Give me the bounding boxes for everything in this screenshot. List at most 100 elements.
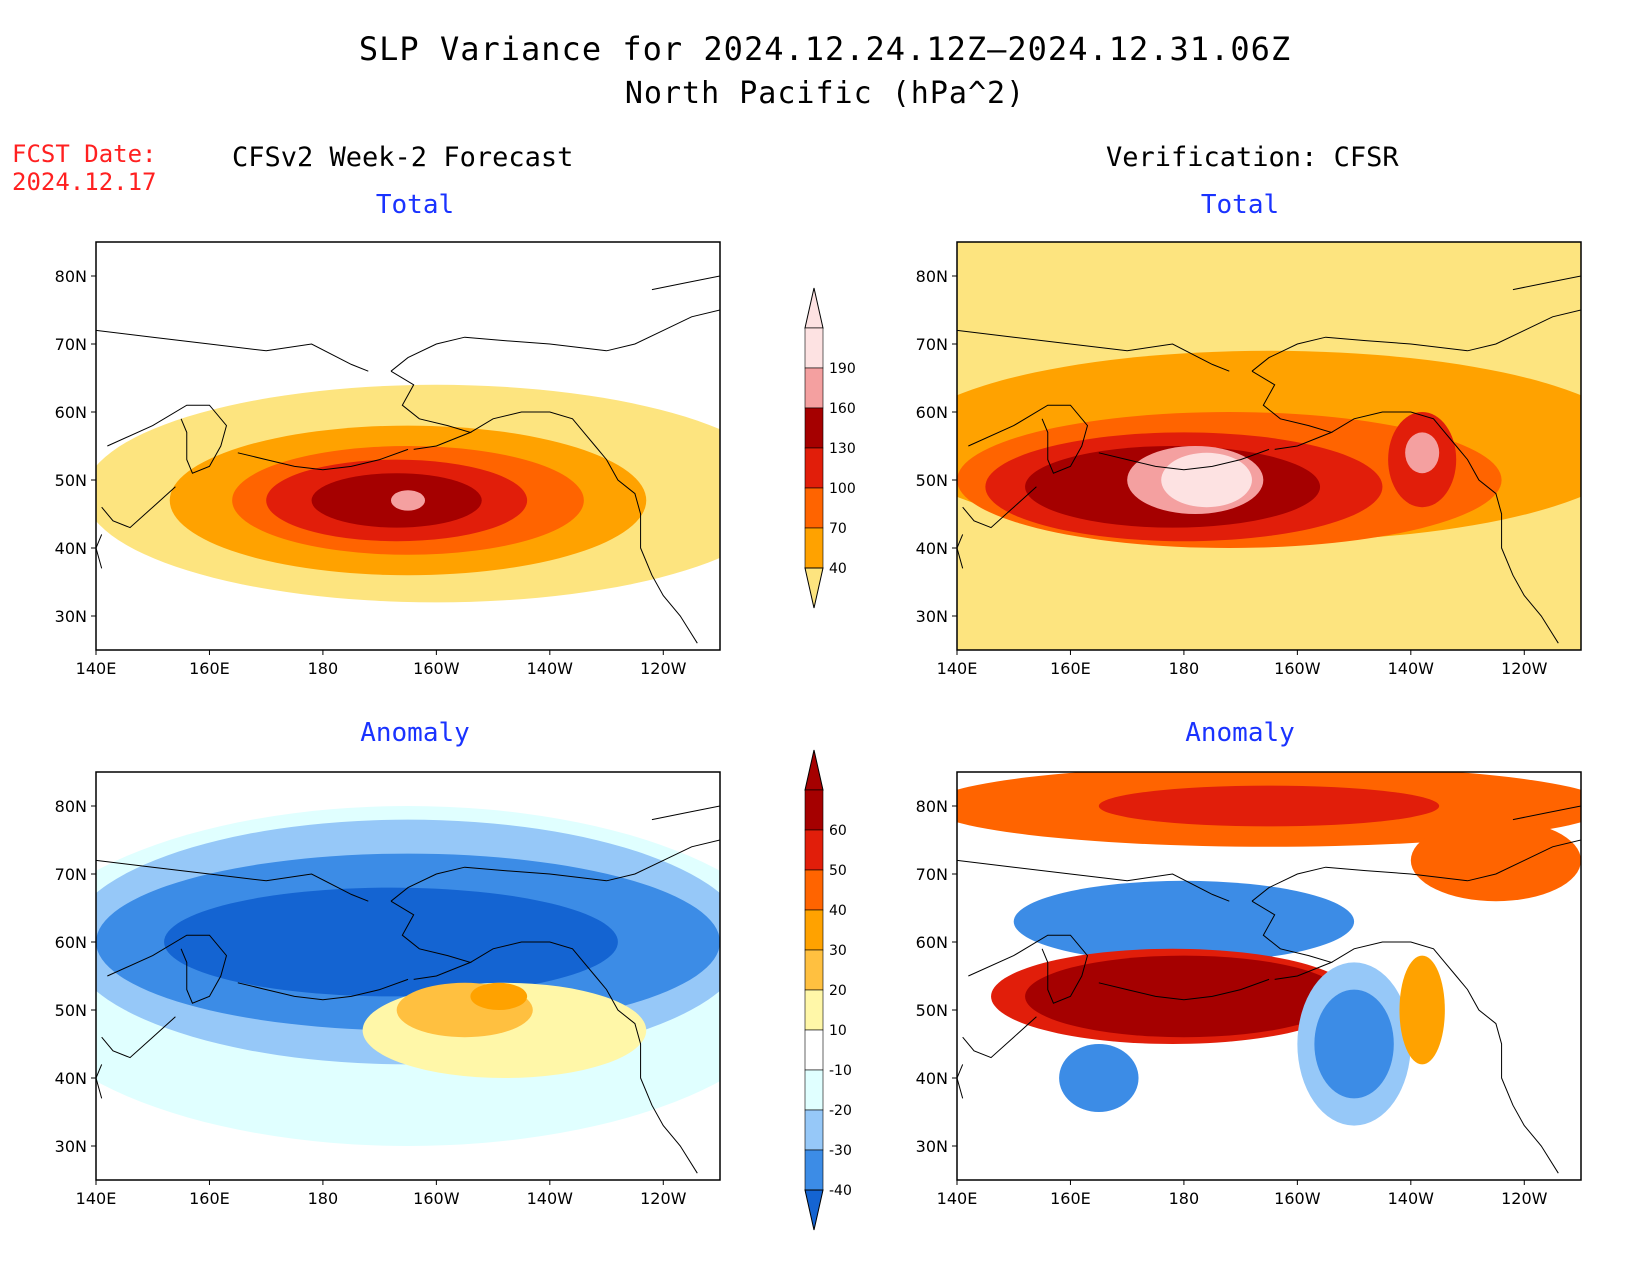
coastline [470,941,698,1174]
contour-blob [1013,880,1355,963]
contour-blob [1405,432,1440,474]
colorbar-segment [804,367,824,409]
coastline [390,866,607,902]
coastline [1098,448,1270,471]
lon-tick-label: 180 [308,659,339,678]
colorbar-segment [804,1109,824,1151]
contour-blob [470,982,528,1011]
map-frame [956,771,1582,1181]
fcst-date-value: 2024.12.17 [12,168,157,196]
lat-tick-label: 80N [916,797,948,816]
main-subtitle: North Pacific (hPa^2) [624,76,1026,111]
lon-tick-label: 140W [527,659,574,678]
verification-column-header: Verification: CFSR [1106,142,1399,173]
contour-field [957,772,1581,1180]
colorbar-label: -30 [829,1143,852,1159]
lat-tick-label: 30N [55,1137,87,1156]
coastline [957,1064,964,1099]
coastline [237,448,409,471]
coastline [1098,978,1270,1001]
lon-tick-label: 160E [1050,659,1091,678]
contour-blob [1410,819,1581,902]
coastline [957,329,1230,372]
colorbar-label: 30 [829,943,847,959]
coastline [1251,370,1333,450]
colorbar-label: 190 [829,361,856,377]
coastline [390,370,472,450]
verification-anomaly-title: Anomaly [1185,718,1295,748]
lat-tick-label: 50N [55,1001,87,1020]
colorbar-label: 160 [829,401,856,417]
coastline [390,900,472,980]
coastline [962,486,1037,529]
lon-tick-label: 180 [1169,1189,1200,1208]
lon-tick-label: 140W [1388,659,1435,678]
main-title: SLP Variance for 2024.12.24.12Z–2024.12.… [358,30,1292,68]
lat-tick-label: 70N [55,335,87,354]
lon-tick-label: 160W [1274,1189,1321,1208]
colorbar-arrow-top [804,287,824,329]
contour-blob [1161,452,1252,508]
coastline [96,534,103,569]
coastline [1251,900,1333,980]
colorbar-segment [804,487,824,529]
colorbar-segment [804,909,824,951]
coastline [96,1064,103,1099]
map-frame [95,241,721,651]
lat-tick-label: 30N [916,607,948,626]
coastline [1331,941,1559,1174]
colorbar-segment [804,869,824,911]
lon-tick-label: 180 [1169,659,1200,678]
coastline [651,275,720,291]
coastline [1512,275,1581,291]
lat-tick-label: 60N [916,933,948,952]
colorbar-label: -40 [829,1183,852,1199]
lon-tick-label: 160W [413,659,460,678]
contour-field [957,242,1581,650]
contour-blob [164,887,618,997]
lat-tick-label: 50N [55,471,87,490]
lon-tick-label: 140W [527,1189,574,1208]
colorbar-segment [804,1149,824,1191]
colorbar-segment [804,1029,824,1071]
lat-tick-label: 70N [55,865,87,884]
coastline [968,934,1089,1004]
lon-tick-label: 140E [937,659,978,678]
coastline [390,336,607,372]
lat-tick-label: 60N [55,403,87,422]
lat-tick-label: 80N [55,797,87,816]
colorbar-label: 100 [829,481,856,497]
colorbar-segment [804,327,824,369]
colorbar-label: -10 [829,1063,852,1079]
contour-blob [1025,955,1343,1038]
colorbar-arrow-top [804,749,824,791]
lon-tick-label: 160W [1274,659,1321,678]
lat-tick-label: 60N [55,933,87,952]
lat-tick-label: 70N [916,865,948,884]
coastline [101,1016,176,1059]
coastline [1251,336,1468,372]
map-frame [95,771,721,1181]
colorbar-label: 60 [829,823,847,839]
colorbar-segment [804,789,824,831]
coastline [968,404,1089,474]
coastline [962,1016,1037,1059]
total-colorbar: 190 160 130 100 70 40 [804,287,856,609]
anomaly-colorbar: 60 50 40 30 20 10 -10 -20 -30 -40 [804,749,852,1231]
lat-tick-label: 30N [55,607,87,626]
lon-tick-label: 160E [189,659,230,678]
lon-tick-label: 160E [189,1189,230,1208]
colorbar-label: 20 [829,983,847,999]
coastline [237,978,409,1001]
colorbar-label: 130 [829,441,856,457]
colorbar-label: -20 [829,1103,852,1119]
lat-tick-label: 40N [55,1069,87,1088]
colorbar-segment [804,1069,824,1111]
contour-blob [1399,955,1445,1065]
lon-tick-label: 120W [640,1189,687,1208]
fcst-date-label: FCST Date: [12,140,157,168]
lon-tick-label: 180 [308,1189,339,1208]
forecast-anomaly-map: 30N 40N 50N 60N 70N 80N 140E 160E 180 160W 140W 120… [55,771,721,1208]
coastline [470,411,698,644]
